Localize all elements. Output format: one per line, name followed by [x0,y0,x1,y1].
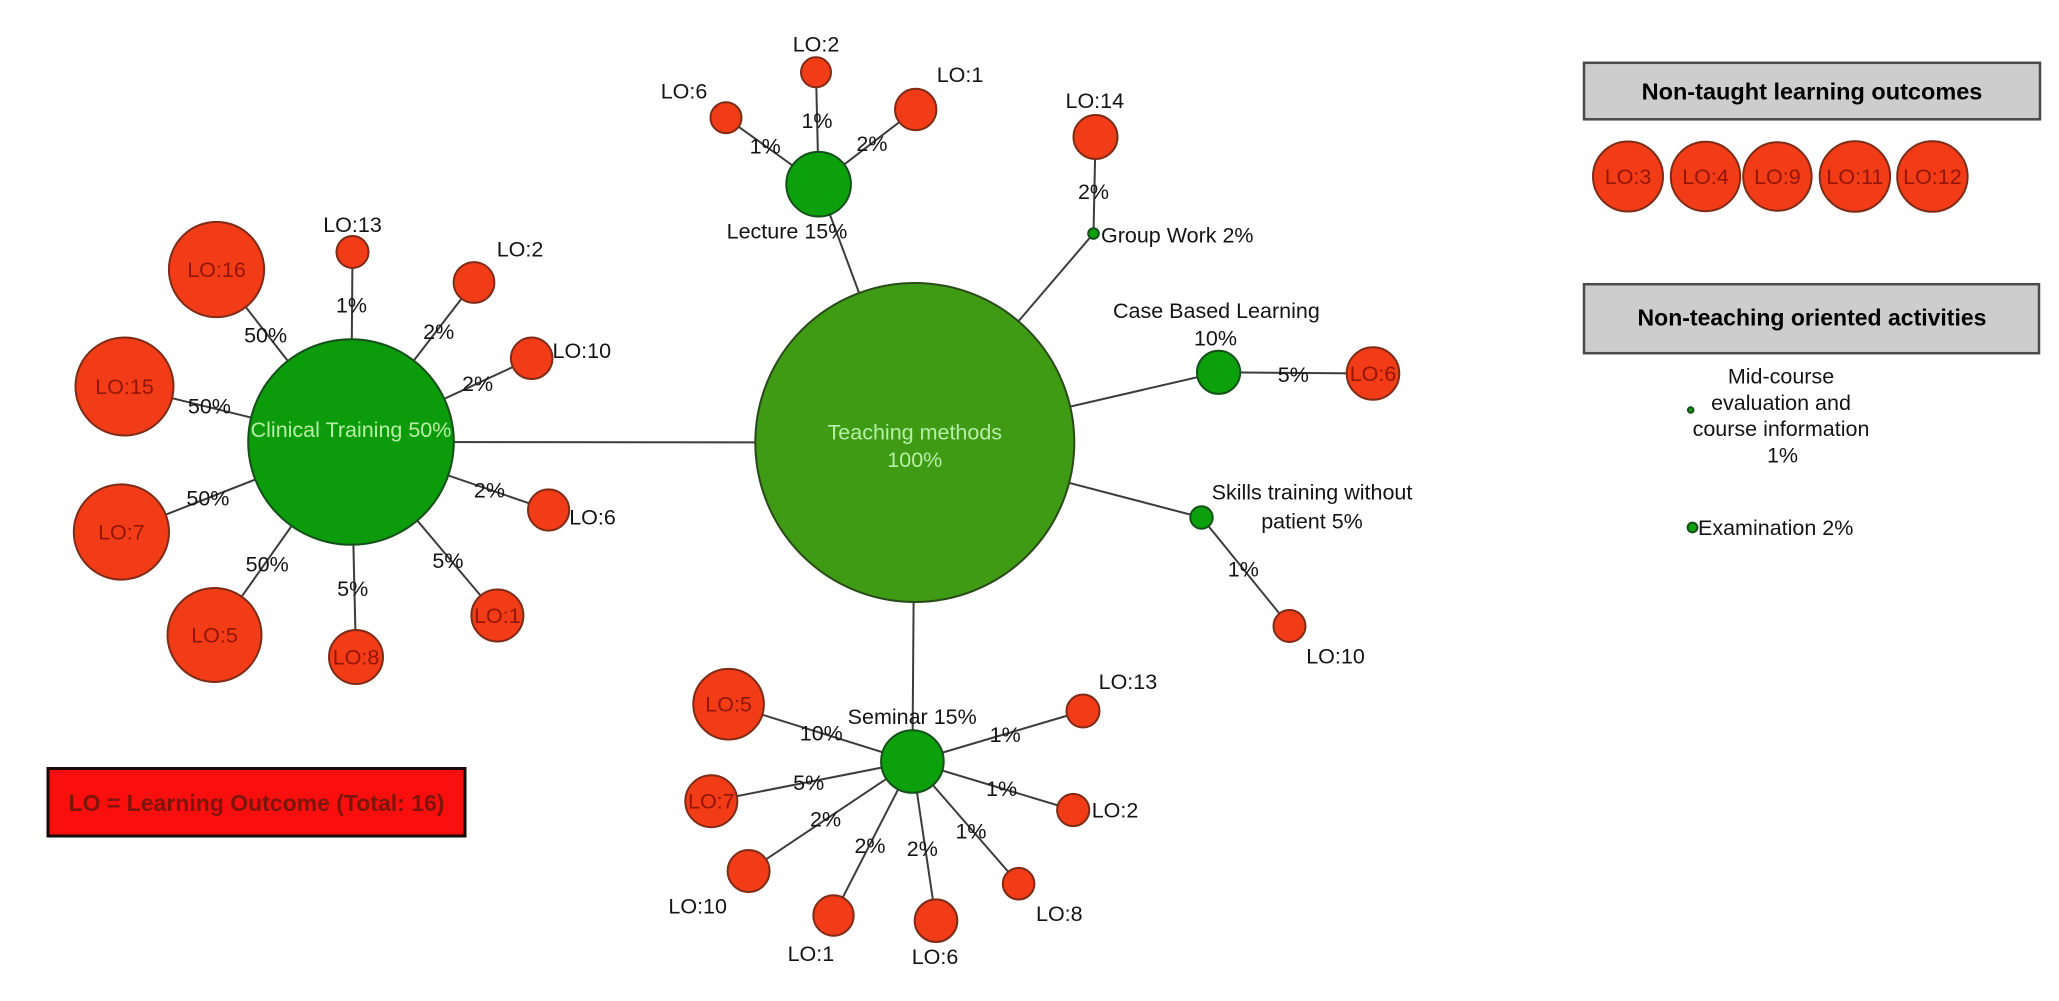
svg-text:2%: 2% [1078,180,1109,204]
svg-text:LO:11: LO:11 [1826,165,1883,189]
svg-text:50%: 50% [186,487,229,511]
svg-text:Case Based Learning: Case Based Learning [1113,299,1320,323]
svg-text:Non-taught learning outcomes: Non-taught learning outcomes [1642,79,1983,105]
svg-text:2%: 2% [856,132,887,156]
svg-text:LO:13: LO:13 [1099,670,1158,694]
svg-text:LO = Learning Outcome (Total:: LO = Learning Outcome (Total: 16) [69,790,445,816]
svg-text:2%: 2% [810,808,841,832]
svg-text:Teaching methods: Teaching methods [828,421,1003,445]
svg-text:Group Work 2%: Group Work 2% [1101,224,1254,248]
svg-text:1%: 1% [750,135,781,159]
svg-text:LO:5: LO:5 [705,693,752,717]
svg-text:evaluation and: evaluation and [1711,391,1851,415]
svg-text:LO:7: LO:7 [688,790,735,814]
svg-text:1%: 1% [955,820,986,844]
svg-text:LO:1: LO:1 [788,942,835,966]
svg-text:Seminar 15%: Seminar 15% [848,705,977,729]
svg-text:Mid-course: Mid-course [1728,365,1834,389]
svg-text:LO:1: LO:1 [937,63,984,87]
svg-text:LO:14: LO:14 [1066,89,1125,113]
svg-text:1%: 1% [986,777,1017,801]
svg-text:LO:6: LO:6 [912,945,959,969]
svg-text:patient 5%: patient 5% [1261,509,1363,533]
svg-text:5%: 5% [1278,363,1309,387]
svg-text:1%: 1% [1228,558,1259,582]
svg-text:Examination 2%: Examination 2% [1698,516,1853,540]
svg-text:Lecture 15%: Lecture 15% [727,220,848,244]
svg-text:10%: 10% [1194,327,1237,351]
svg-text:1%: 1% [990,723,1021,747]
svg-text:2%: 2% [907,837,938,861]
svg-text:10%: 10% [800,722,843,746]
svg-text:5%: 5% [432,549,463,573]
svg-text:LO:3: LO:3 [1605,165,1652,189]
svg-text:LO:10: LO:10 [1306,645,1365,669]
svg-text:course information: course information [1693,417,1870,441]
svg-text:2%: 2% [423,320,454,344]
svg-text:LO:15: LO:15 [95,375,154,399]
svg-text:2%: 2% [474,479,505,503]
svg-text:LO:7: LO:7 [98,521,145,545]
svg-text:1%: 1% [1767,444,1798,468]
svg-text:1%: 1% [336,294,367,318]
svg-text:2%: 2% [462,372,493,396]
svg-text:2%: 2% [854,834,885,858]
svg-text:5%: 5% [793,771,824,795]
svg-text:LO:2: LO:2 [1092,799,1139,823]
svg-text:5%: 5% [337,577,368,601]
svg-text:LO:6: LO:6 [569,506,616,530]
svg-text:Clinical Training 50%: Clinical Training 50% [251,418,452,442]
svg-text:LO:10: LO:10 [553,339,612,363]
svg-text:LO:2: LO:2 [497,237,544,261]
svg-text:50%: 50% [246,553,289,577]
svg-text:Skills training without: Skills training without [1212,481,1413,505]
svg-text:LO:9: LO:9 [1754,165,1801,189]
svg-text:1%: 1% [801,109,832,133]
svg-text:LO:4: LO:4 [1682,165,1729,189]
svg-text:LO:1: LO:1 [474,604,521,628]
svg-text:100%: 100% [887,448,942,472]
svg-text:LO:10: LO:10 [668,894,727,918]
svg-text:Non-teaching oriented activiti: Non-teaching oriented activities [1638,305,1987,331]
svg-text:LO:5: LO:5 [191,624,238,648]
svg-text:50%: 50% [244,323,287,347]
svg-text:LO:6: LO:6 [661,80,708,104]
svg-text:LO:6: LO:6 [1350,362,1397,386]
svg-text:LO:12: LO:12 [1903,165,1962,189]
svg-text:LO:8: LO:8 [333,646,380,670]
svg-text:LO:2: LO:2 [793,33,840,57]
svg-text:50%: 50% [188,395,231,419]
svg-text:LO:13: LO:13 [323,213,382,237]
svg-text:LO:8: LO:8 [1036,902,1083,926]
svg-text:LO:16: LO:16 [187,258,246,282]
